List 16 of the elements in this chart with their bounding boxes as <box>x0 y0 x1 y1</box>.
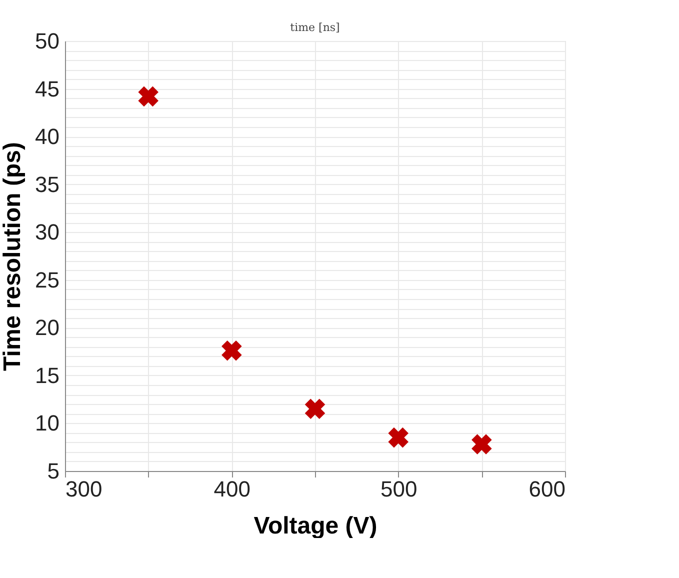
y-tick-label: 5 <box>47 458 60 484</box>
text: time [ns] <box>290 21 340 34</box>
y-tick-label: 35 <box>35 172 60 197</box>
y-tick-label: 20 <box>35 315 60 340</box>
y-tick-label: 25 <box>35 267 60 292</box>
y-tick-label: 50 <box>35 28 60 54</box>
y-tick-label: 30 <box>35 220 60 245</box>
x-tick-label: 300 <box>66 476 102 502</box>
y-axis-title: Time resolution (ps) <box>0 142 26 371</box>
y-tick-label: 40 <box>35 124 60 150</box>
y-tick-label: 15 <box>35 362 60 388</box>
y-tick-label: 45 <box>35 76 60 102</box>
x-tick-label: 600 <box>528 476 566 502</box>
x-tick-label: 500 <box>380 476 418 502</box>
x-tick-label: 400 <box>214 476 251 502</box>
y-tick-label: 10 <box>35 410 60 436</box>
